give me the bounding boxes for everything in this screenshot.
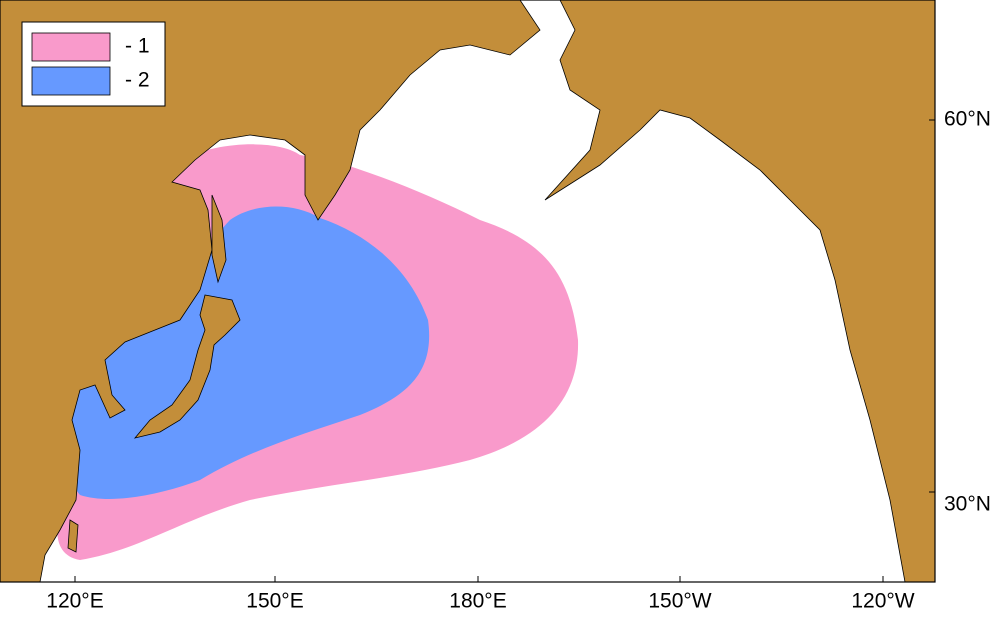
x-tick-label: 150°W [648, 590, 711, 613]
japan [133, 294, 241, 439]
x-tick-label: 120°W [851, 590, 914, 613]
taiwan [67, 519, 79, 553]
legend-label: - 2 [125, 69, 150, 92]
legend-swatch [31, 66, 111, 96]
asia [0, 0, 541, 582]
sakhalin [211, 194, 227, 284]
x-tick-label: 120°E [46, 590, 103, 613]
map-area [0, 0, 935, 582]
x-tick-label: 150°E [246, 590, 303, 613]
y-tick-label: 30°N [944, 493, 991, 516]
legend-label: - 1 [125, 35, 150, 58]
y-tick-label: 60°N [944, 108, 991, 131]
x-tick-label: 180°E [449, 590, 506, 613]
legend-swatch [31, 32, 111, 62]
map-frame [0, 0, 936, 583]
north-america [544, 0, 935, 582]
